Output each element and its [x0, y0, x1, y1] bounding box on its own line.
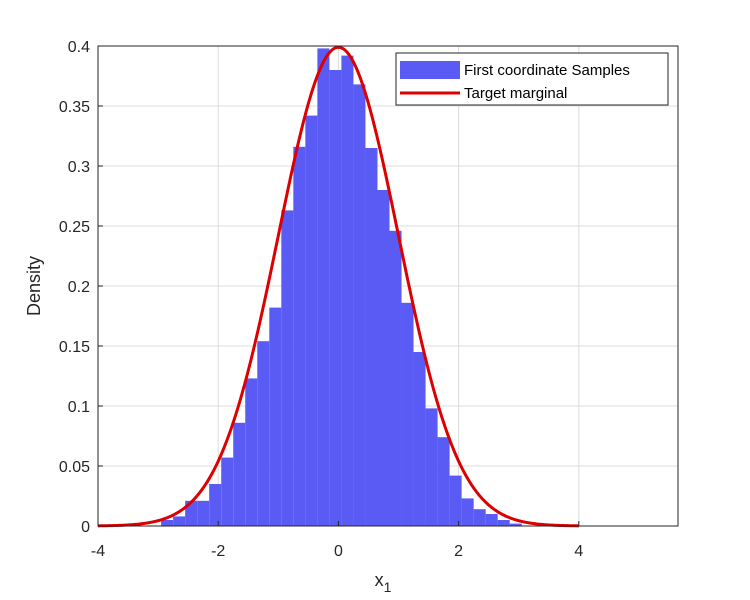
legend-label-samples: First coordinate Samples [464, 62, 630, 79]
legend-label-target: Target marginal [464, 85, 567, 102]
histogram-bar [473, 509, 486, 526]
y-tick-label: 0.1 [68, 399, 90, 416]
histogram-bar [425, 408, 438, 526]
histogram-bar [341, 55, 354, 526]
histogram-bar [221, 457, 234, 526]
histogram-bar [401, 302, 414, 526]
histogram-bar [377, 190, 390, 526]
histogram-bar [461, 498, 474, 526]
histogram-bar [197, 500, 210, 526]
x-tick-label: -2 [211, 543, 225, 560]
y-tick-label: 0 [81, 519, 90, 536]
x-tick-label: 2 [454, 543, 463, 560]
histogram-bar [497, 520, 510, 526]
x-axis-label-subscript: 1 [384, 579, 392, 595]
histogram-bar [353, 84, 366, 527]
x-tick-label: 0 [334, 543, 343, 560]
histogram-bar [173, 516, 186, 526]
y-tick-label: 0.3 [68, 159, 90, 176]
histogram-bar [245, 378, 258, 526]
histogram-bar [257, 341, 270, 526]
x-tick-label: -4 [91, 543, 105, 560]
histogram-bar [389, 230, 402, 527]
histogram-bar [281, 210, 294, 526]
histogram-bar [305, 115, 318, 526]
x-axis-label: x1 [375, 570, 392, 595]
target-marginal-curve [97, 45, 579, 528]
y-tick-label: 0.15 [59, 339, 90, 356]
y-tick-label: 0.05 [59, 459, 90, 476]
histogram-bar [329, 70, 342, 526]
y-tick-label: 0.35 [59, 99, 90, 116]
histogram-bar [185, 500, 198, 526]
histogram-bar [269, 307, 282, 526]
x-axis-ticks: -4 -2 0 2 4 [91, 521, 583, 560]
histogram-bar [161, 520, 174, 526]
histogram-bar [365, 148, 378, 526]
histogram-bar [449, 475, 462, 526]
legend: First coordinate Samples Target marginal [395, 52, 669, 106]
histogram-bar [317, 48, 330, 527]
y-axis-ticks: 0 0.05 0.1 0.15 0.2 0.25 0.3 0.35 0.4 [59, 39, 103, 536]
histogram-bar [437, 437, 450, 526]
x-tick-label: 4 [574, 543, 583, 560]
y-tick-label: 0.4 [68, 39, 90, 56]
y-tick-label: 0.25 [59, 219, 90, 236]
histogram-bars [161, 48, 522, 527]
y-axis-label: Density [24, 256, 44, 316]
histogram-bar [293, 146, 306, 527]
histogram-bar [233, 422, 246, 526]
histogram-bar [509, 523, 522, 526]
y-tick-label: 0.2 [68, 279, 90, 296]
histogram-bar [485, 514, 498, 526]
legend-swatch-samples [400, 61, 460, 79]
histogram-bar [209, 484, 222, 526]
histogram-bar [413, 352, 426, 526]
